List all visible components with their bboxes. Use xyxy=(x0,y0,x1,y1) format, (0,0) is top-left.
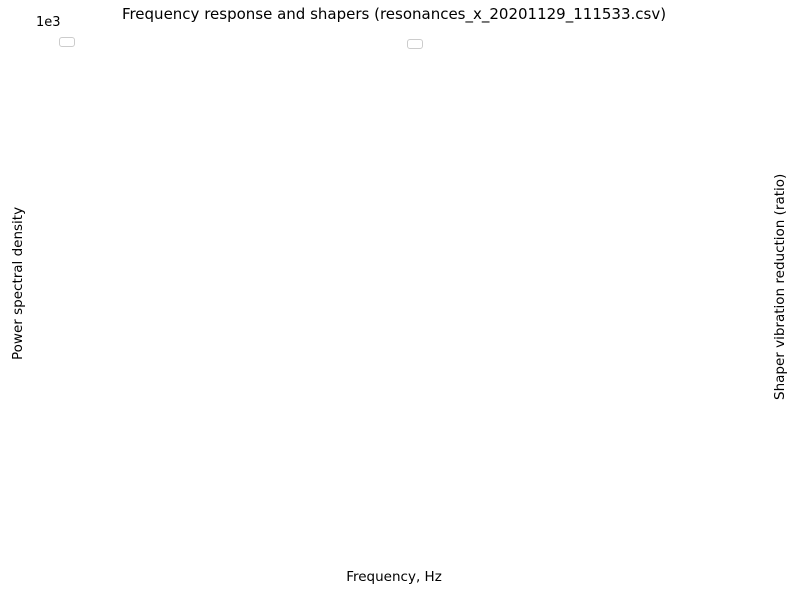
y-axis-label-right: Shaper vibration reduction (ratio) xyxy=(772,173,788,400)
x-axis-label: Frequency, Hz xyxy=(346,569,442,585)
y-axis-offset-label: 1e3 xyxy=(36,15,61,30)
psd-legend xyxy=(59,37,75,47)
y-axis-label-left: Power spectral density xyxy=(10,206,26,360)
shaper-legend xyxy=(407,39,423,49)
chart-title: Frequency response and shapers (resonanc… xyxy=(121,5,667,23)
